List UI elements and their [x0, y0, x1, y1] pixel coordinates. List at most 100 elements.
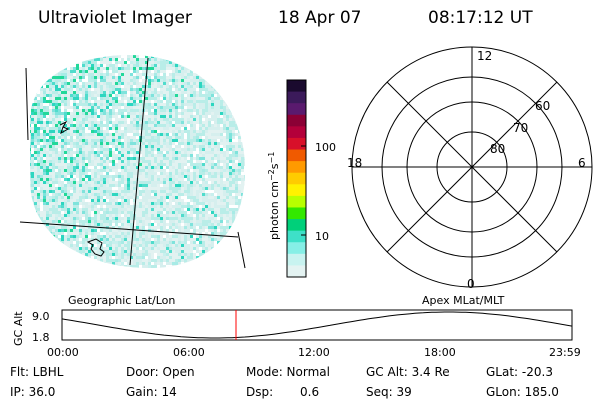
image-pixel	[133, 91, 136, 94]
image-pixel	[139, 136, 142, 139]
image-pixel	[55, 85, 58, 88]
image-pixel	[232, 133, 235, 136]
image-pixel	[211, 88, 214, 91]
image-pixel	[172, 109, 175, 112]
image-pixel	[145, 184, 148, 187]
image-pixel	[235, 163, 238, 166]
image-pixel	[187, 61, 190, 64]
image-pixel	[115, 82, 118, 85]
image-pixel	[160, 175, 163, 178]
image-pixel	[214, 103, 217, 106]
image-pixel	[163, 112, 166, 115]
image-pixel	[244, 169, 245, 172]
image-pixel	[22, 202, 25, 205]
image-pixel	[73, 79, 76, 82]
image-pixel	[121, 133, 124, 136]
image-pixel	[238, 58, 241, 61]
image-pixel	[76, 133, 79, 136]
image-pixel	[34, 244, 37, 247]
image-pixel	[121, 187, 124, 190]
image-pixel	[229, 64, 232, 67]
image-pixel	[58, 199, 61, 202]
image-pixel	[154, 127, 157, 130]
image-pixel	[232, 238, 235, 241]
image-pixel	[37, 175, 40, 178]
image-pixel	[148, 139, 151, 142]
image-pixel	[70, 115, 73, 118]
image-pixel	[232, 229, 235, 232]
image-pixel	[187, 244, 190, 247]
image-pixel	[148, 175, 151, 178]
image-pixel	[181, 220, 184, 223]
image-pixel	[67, 217, 70, 220]
image-pixel	[31, 178, 34, 181]
image-pixel	[127, 76, 130, 79]
image-pixel	[148, 94, 151, 97]
image-pixel	[49, 91, 52, 94]
image-pixel	[151, 244, 154, 247]
image-pixel	[94, 136, 97, 139]
image-pixel	[46, 67, 49, 70]
image-pixel	[64, 172, 67, 175]
image-pixel	[121, 64, 124, 67]
image-pixel	[226, 97, 229, 100]
image-pixel	[172, 181, 175, 184]
image-pixel	[85, 85, 88, 88]
image-pixel	[178, 241, 181, 244]
image-pixel	[142, 241, 145, 244]
image-pixel	[235, 154, 238, 157]
image-pixel	[40, 127, 43, 130]
image-pixel	[103, 163, 106, 166]
image-pixel	[193, 208, 196, 211]
image-pixel	[223, 175, 226, 178]
image-pixel	[196, 148, 199, 151]
image-pixel	[154, 109, 157, 112]
image-pixel	[169, 244, 172, 247]
image-pixel	[76, 79, 79, 82]
image-pixel	[139, 196, 142, 199]
image-pixel	[76, 142, 79, 145]
image-pixel	[46, 139, 49, 142]
image-pixel	[181, 148, 184, 151]
image-pixel	[121, 73, 124, 76]
image-pixel	[196, 184, 199, 187]
image-pixel	[79, 172, 82, 175]
image-pixel	[94, 202, 97, 205]
image-pixel	[94, 64, 97, 67]
image-pixel	[34, 217, 37, 220]
image-pixel	[115, 220, 118, 223]
image-pixel	[94, 139, 97, 142]
image-pixel	[115, 73, 118, 76]
image-pixel	[49, 202, 52, 205]
image-pixel	[166, 82, 169, 85]
image-pixel	[91, 154, 94, 157]
image-pixel	[136, 211, 139, 214]
image-pixel	[37, 247, 40, 250]
image-pixel	[130, 133, 133, 136]
image-pixel	[109, 55, 112, 58]
image-pixel	[136, 184, 139, 187]
image-pixel	[220, 79, 223, 82]
image-pixel	[103, 52, 106, 55]
image-pixel	[217, 193, 220, 196]
image-pixel	[79, 226, 82, 229]
image-pixel	[142, 124, 145, 127]
image-pixel	[139, 109, 142, 112]
image-pixel	[166, 88, 169, 91]
image-pixel	[43, 70, 46, 73]
image-pixel	[106, 55, 109, 58]
image-pixel	[190, 160, 193, 163]
image-pixel	[79, 145, 82, 148]
image-pixel	[64, 148, 67, 151]
image-pixel	[139, 112, 142, 115]
image-pixel	[49, 124, 52, 127]
image-pixel	[85, 196, 88, 199]
image-pixel	[232, 73, 235, 76]
image-pixel	[151, 76, 154, 79]
image-pixel	[94, 100, 97, 103]
image-pixel	[166, 133, 169, 136]
image-pixel	[142, 178, 145, 181]
image-pixel	[181, 94, 184, 97]
image-pixel	[76, 199, 79, 202]
image-pixel	[196, 208, 199, 211]
